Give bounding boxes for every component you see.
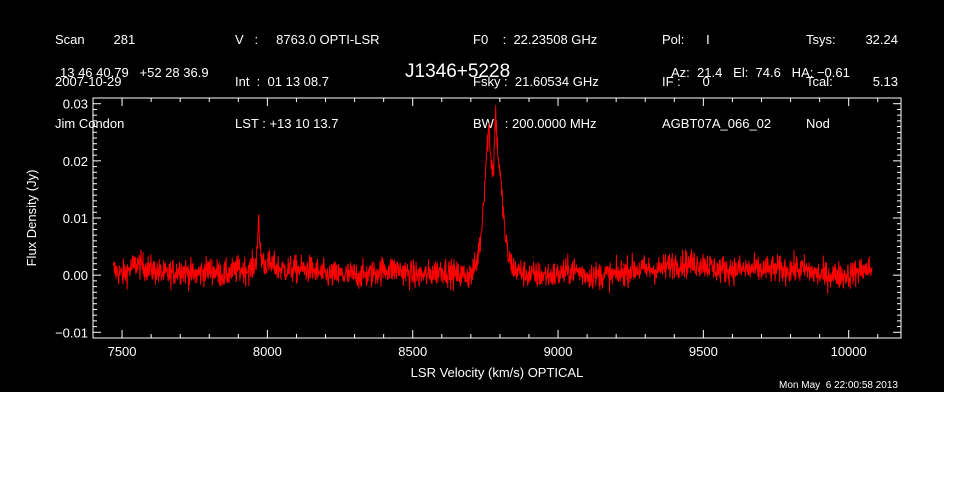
pointing-info: Az: 21.4 El: 74.6 HA: −0.61: [671, 65, 850, 80]
header-if: IF : 0: [662, 74, 710, 89]
y-tick-label: 0.03: [63, 97, 88, 112]
header-col-tsys-values: 32.24 5.13: [840, 5, 898, 117]
x-tick-label: 9500: [689, 344, 718, 359]
header-integration: Int : 01 13 08.7: [235, 74, 329, 89]
x-tick-label: 7500: [108, 344, 137, 359]
header-scan: Scan 281: [55, 32, 136, 47]
header-velocity: V : 8763.0 OPTI-LSR: [235, 32, 380, 47]
y-axis-title: Flux Density (Jy): [24, 170, 39, 267]
header-observer: Jim Condon: [55, 116, 125, 131]
header-nod-label: Nod: [806, 116, 830, 131]
header-date: 2007-10-29: [55, 74, 122, 89]
source-coordinates: 13 46 40.79 +52 28 36.9: [60, 65, 209, 80]
header-f0: F0 : 22.23508 GHz: [473, 32, 598, 47]
header-col-frequency: F0 : 22.23508 GHz Fsky : 21.60534 GHz BW…: [473, 5, 599, 159]
header-col-velocity: V : 8763.0 OPTI-LSR Int : 01 13 08.7 LST…: [235, 5, 380, 159]
plot-panel: Scan 281 2007-10-29 Jim Condon V : 8763.…: [0, 0, 944, 392]
header-col-pol: Pol: I IF : 0 AGBT07A_066_02: [662, 5, 771, 159]
x-axis-title: LSR Velocity (km/s) OPTICAL: [411, 365, 584, 380]
spectrum-chart: 7500 8000 8500 9000 9500 10000 −0.01 0.00 0.01 0.…: [24, 97, 902, 380]
header-fsky: Fsky : 21.60534 GHz: [473, 74, 599, 89]
x-tick-label: 10000: [831, 344, 867, 359]
header-tsys-value: 32.24: [865, 32, 898, 47]
plot-timestamp: Mon May 6 22:00:58 2013: [779, 380, 898, 391]
y-tick-label: −0.01: [55, 325, 88, 340]
y-tick-label: 0.01: [63, 211, 88, 226]
source-name: J1346+5228: [405, 61, 511, 82]
header-tcal-label: Tcal:: [806, 74, 833, 89]
y-tick-label: 0.00: [63, 268, 88, 283]
x-tick-label: 8500: [398, 344, 427, 359]
header-col-tsys-labels: Tsys: Tcal: Nod: [806, 5, 836, 159]
spectrum-line: [112, 105, 873, 294]
header-col-scan: Scan 281 2007-10-29 Jim Condon: [55, 5, 135, 159]
header-lst: LST : +13 10 13.7: [235, 116, 339, 131]
header-tcal-value: 5.13: [872, 74, 898, 89]
y-tick-label: 0.02: [63, 154, 88, 169]
header-pol: Pol: I: [662, 32, 710, 47]
header-tsys-label: Tsys:: [806, 32, 836, 47]
x-tick-label: 9000: [544, 344, 573, 359]
x-tick-label: 8000: [253, 344, 282, 359]
header-bandwidth: BW : 200.0000 MHz: [473, 116, 597, 131]
header-project: AGBT07A_066_02: [662, 116, 772, 131]
